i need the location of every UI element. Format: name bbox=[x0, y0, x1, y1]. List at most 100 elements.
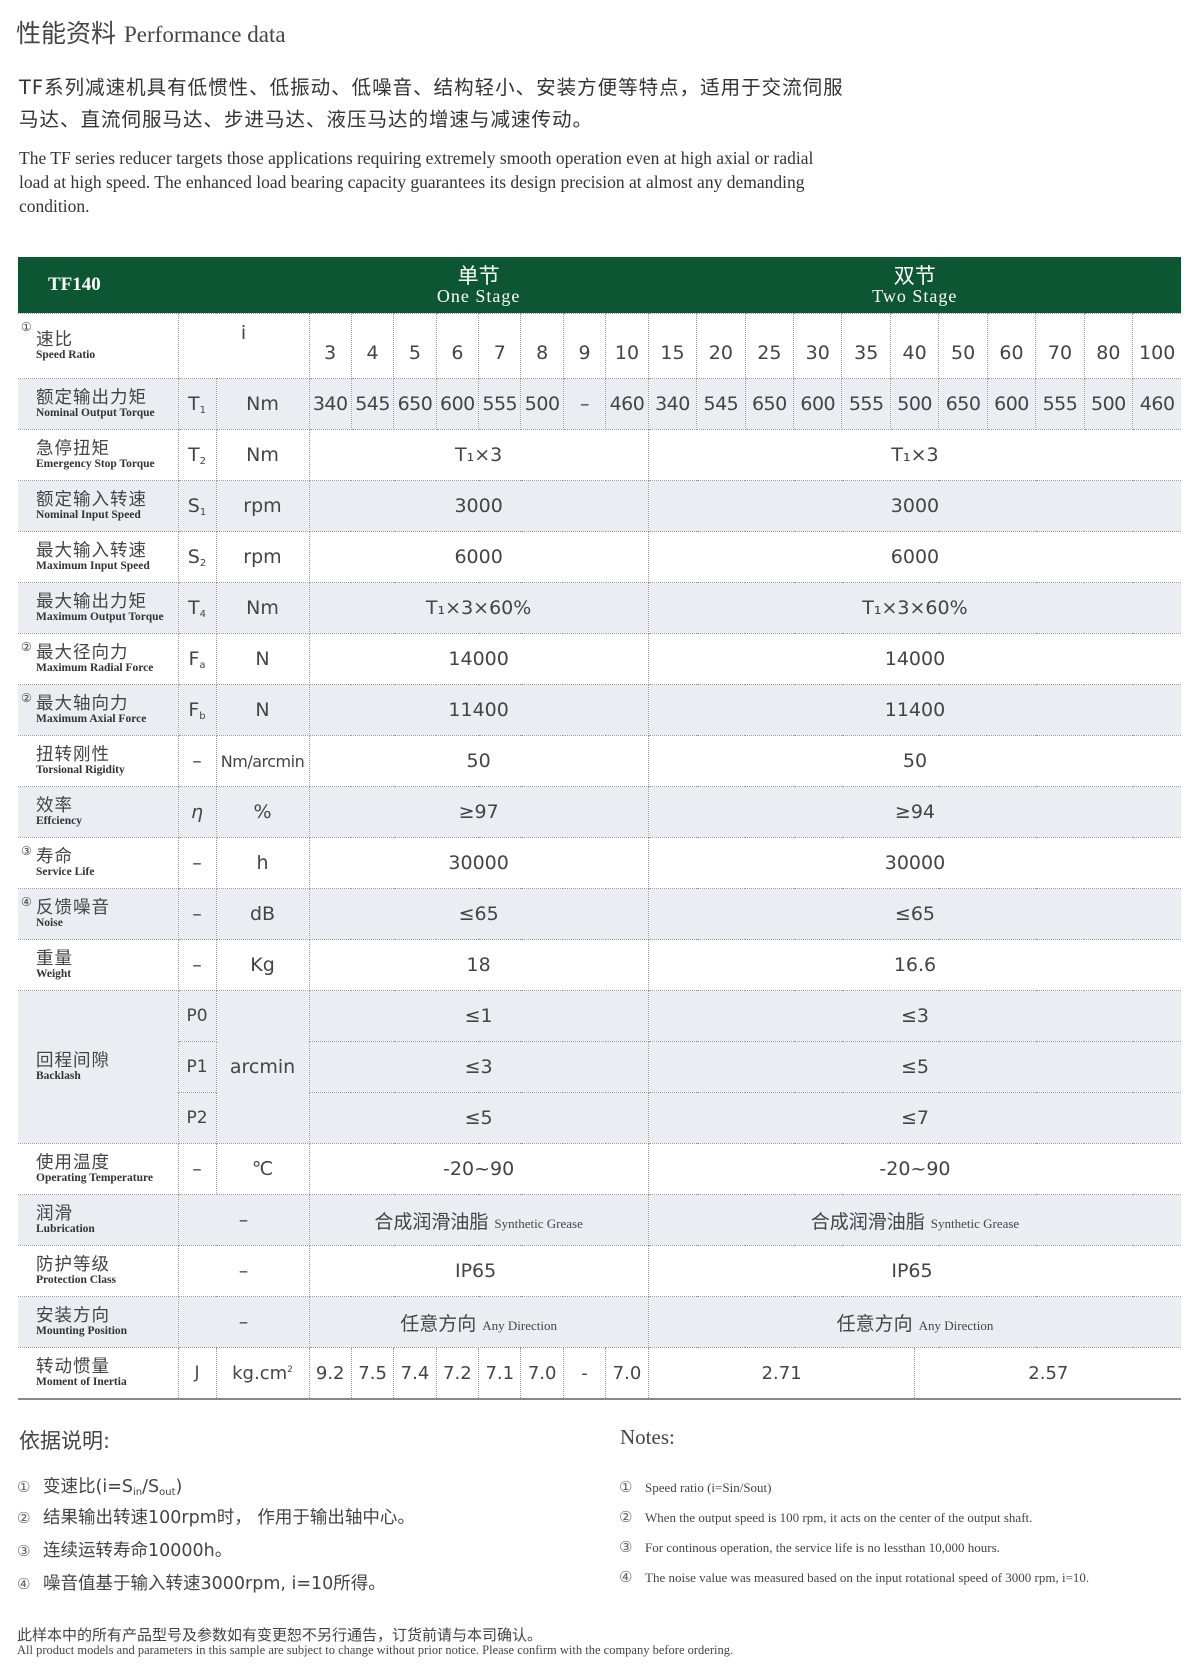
symbol-cell: – bbox=[177, 1245, 310, 1297]
two-stage-value: 任意方向 Any Direction bbox=[647, 1296, 1182, 1348]
symbol-cell: – bbox=[177, 1194, 310, 1246]
symbol: T bbox=[188, 443, 200, 466]
one-stage-value: 3000 bbox=[308, 480, 649, 532]
one-stage-value: ≤5 bbox=[308, 1092, 649, 1144]
one-stage-value: ≤65 bbox=[308, 888, 649, 940]
symbol-subscript: 2 bbox=[199, 455, 206, 467]
note-text: 变速比(i=S bbox=[43, 1477, 133, 1497]
note-text: ) bbox=[175, 1477, 183, 1497]
label-cn: 额定输出力矩 bbox=[36, 388, 147, 408]
symbol: η bbox=[190, 801, 204, 823]
one-stage-value: IP65 bbox=[308, 1245, 649, 1297]
inertia-value: 7.1 bbox=[478, 1347, 522, 1400]
one-stage-header: 单节 One Stage bbox=[309, 257, 649, 314]
symbol-subscript: 1 bbox=[199, 506, 207, 518]
ratio-value: 70 bbox=[1035, 313, 1085, 379]
symbol-cell: η bbox=[177, 786, 217, 838]
row-operating-temperature: 使用温度 Operating Temperature – ℃ -20~90 -20~90 bbox=[18, 1143, 1182, 1195]
torque-value: 650 bbox=[744, 378, 795, 430]
ratio-value: 9 bbox=[562, 313, 607, 379]
symbol-cell: Fb bbox=[177, 684, 217, 736]
torque-value: 555 bbox=[1035, 378, 1085, 430]
value-cn: 任意方向 bbox=[400, 1312, 477, 1335]
value-en: Synthetic Grease bbox=[930, 1215, 1020, 1231]
note-marker: ③ bbox=[619, 1540, 633, 1556]
two-stage-value: 3000 bbox=[647, 480, 1182, 532]
label-cn: 转动惯量 bbox=[36, 1357, 110, 1377]
note-marker: ② bbox=[17, 1509, 31, 1527]
torque-value: 555 bbox=[478, 378, 522, 430]
stage-cn: 单节 bbox=[457, 264, 500, 288]
row-backlash-p2: P2 ≤5 ≤7 bbox=[18, 1092, 1182, 1144]
symbol: S bbox=[187, 494, 200, 517]
torque-value: 500 bbox=[1083, 378, 1134, 430]
torque-value: – bbox=[562, 378, 607, 430]
ratio-value: 4 bbox=[350, 313, 395, 379]
note-marker: ① bbox=[619, 1480, 633, 1496]
value-cn: 合成润滑油脂 bbox=[374, 1210, 489, 1233]
note-cn: ② 结果输出转速100rpm时， 作用于输出轴中心。 bbox=[17, 1504, 415, 1529]
symbol: F bbox=[188, 698, 200, 721]
value-cn: IP65 bbox=[454, 1260, 497, 1282]
row-label: 安装方向 Mounting Position bbox=[18, 1296, 179, 1348]
note-en: ④ The noise value was measured based on t… bbox=[619, 1568, 1089, 1587]
row-label: 急停扭矩 Emergency Stop Torque bbox=[18, 429, 179, 481]
torque-value: 545 bbox=[350, 378, 395, 430]
symbol-cell: S1 bbox=[177, 480, 217, 532]
two-stage-value: ≥94 bbox=[647, 786, 1182, 838]
label-en: Maximum Axial Force bbox=[36, 713, 147, 725]
one-stage-value: 50 bbox=[308, 735, 649, 787]
row-label: 重量 Weight bbox=[18, 939, 179, 991]
symbol-cell: Fa bbox=[177, 633, 217, 685]
one-stage-value: ≤3 bbox=[308, 1041, 649, 1093]
stage-en: One Stage bbox=[436, 286, 521, 306]
two-stage-value: ≤3 bbox=[647, 990, 1182, 1042]
label-cn: 最大轴向力 bbox=[36, 694, 129, 714]
inertia-value: 7.0 bbox=[605, 1347, 649, 1400]
spec-row: 效率 Effciency η% ≥97 ≥94 bbox=[18, 786, 1182, 838]
torque-value: 460 bbox=[1132, 378, 1182, 430]
label-cn: 最大输入转速 bbox=[36, 541, 147, 561]
label-cn: 反馈噪音 bbox=[36, 898, 110, 918]
row-label: 使用温度 Operating Temperature bbox=[18, 1143, 179, 1195]
unit-cell: dB bbox=[215, 888, 310, 940]
symbol: – bbox=[192, 903, 202, 925]
label-cn: 使用温度 bbox=[36, 1153, 110, 1173]
unit-cell: ℃ bbox=[215, 1143, 310, 1195]
value-cn: IP65 bbox=[891, 1260, 933, 1282]
note-en: ③ For continous operation, the service li… bbox=[619, 1538, 1000, 1557]
note-text: 结果输出转速100rpm时， 作用于输出轴中心。 bbox=[43, 1508, 415, 1528]
symbol-cell: i bbox=[177, 313, 310, 379]
model-name: TF140 bbox=[18, 257, 309, 314]
torque-value: 600 bbox=[435, 378, 480, 430]
ratio-value: 35 bbox=[841, 313, 891, 379]
notes-cn-title: 依据说明: bbox=[19, 1429, 111, 1453]
note-marker: ② bbox=[619, 1510, 633, 1526]
notes-en-title: Notes: bbox=[620, 1425, 675, 1449]
two-stage-inertia: 2.71 2.57 bbox=[647, 1347, 1182, 1400]
label-en: Emergency Stop Torque bbox=[36, 458, 155, 470]
note-marker: ④ bbox=[21, 895, 32, 909]
value-en: Synthetic Grease bbox=[494, 1215, 583, 1231]
inertia-value: 7.5 bbox=[350, 1347, 395, 1400]
one-stage-value: T₁×3×60% bbox=[308, 582, 649, 634]
label-cn: 寿命 bbox=[36, 847, 73, 867]
row-label: 转动惯量 Moment of Inertia bbox=[18, 1347, 179, 1400]
label-en: Maximum Input Speed bbox=[36, 560, 150, 572]
label-cn: 重量 bbox=[36, 949, 73, 969]
intro-en: The TF series reducer targets those appl… bbox=[19, 148, 814, 216]
backlash-level: P2 bbox=[177, 1092, 217, 1144]
note-marker: ② bbox=[21, 640, 32, 654]
backlash-level: P1 bbox=[177, 1041, 217, 1093]
row-label: ② 最大轴向力 Maximum Axial Force bbox=[18, 684, 179, 736]
label-en: Nominal Output Torque bbox=[36, 407, 155, 419]
two-stage-value: 30000 bbox=[647, 837, 1182, 889]
one-stage-value: -20~90 bbox=[308, 1143, 649, 1195]
symbol: T bbox=[188, 596, 200, 619]
label-cn: 最大输出力矩 bbox=[36, 592, 147, 612]
label-en: Service Life bbox=[36, 866, 95, 878]
ratio-value: 50 bbox=[938, 313, 988, 379]
two-stage-value: 16.6 bbox=[647, 939, 1182, 991]
two-stage-value: ≤65 bbox=[647, 888, 1182, 940]
two-stage-value: ≤5 bbox=[647, 1041, 1182, 1093]
